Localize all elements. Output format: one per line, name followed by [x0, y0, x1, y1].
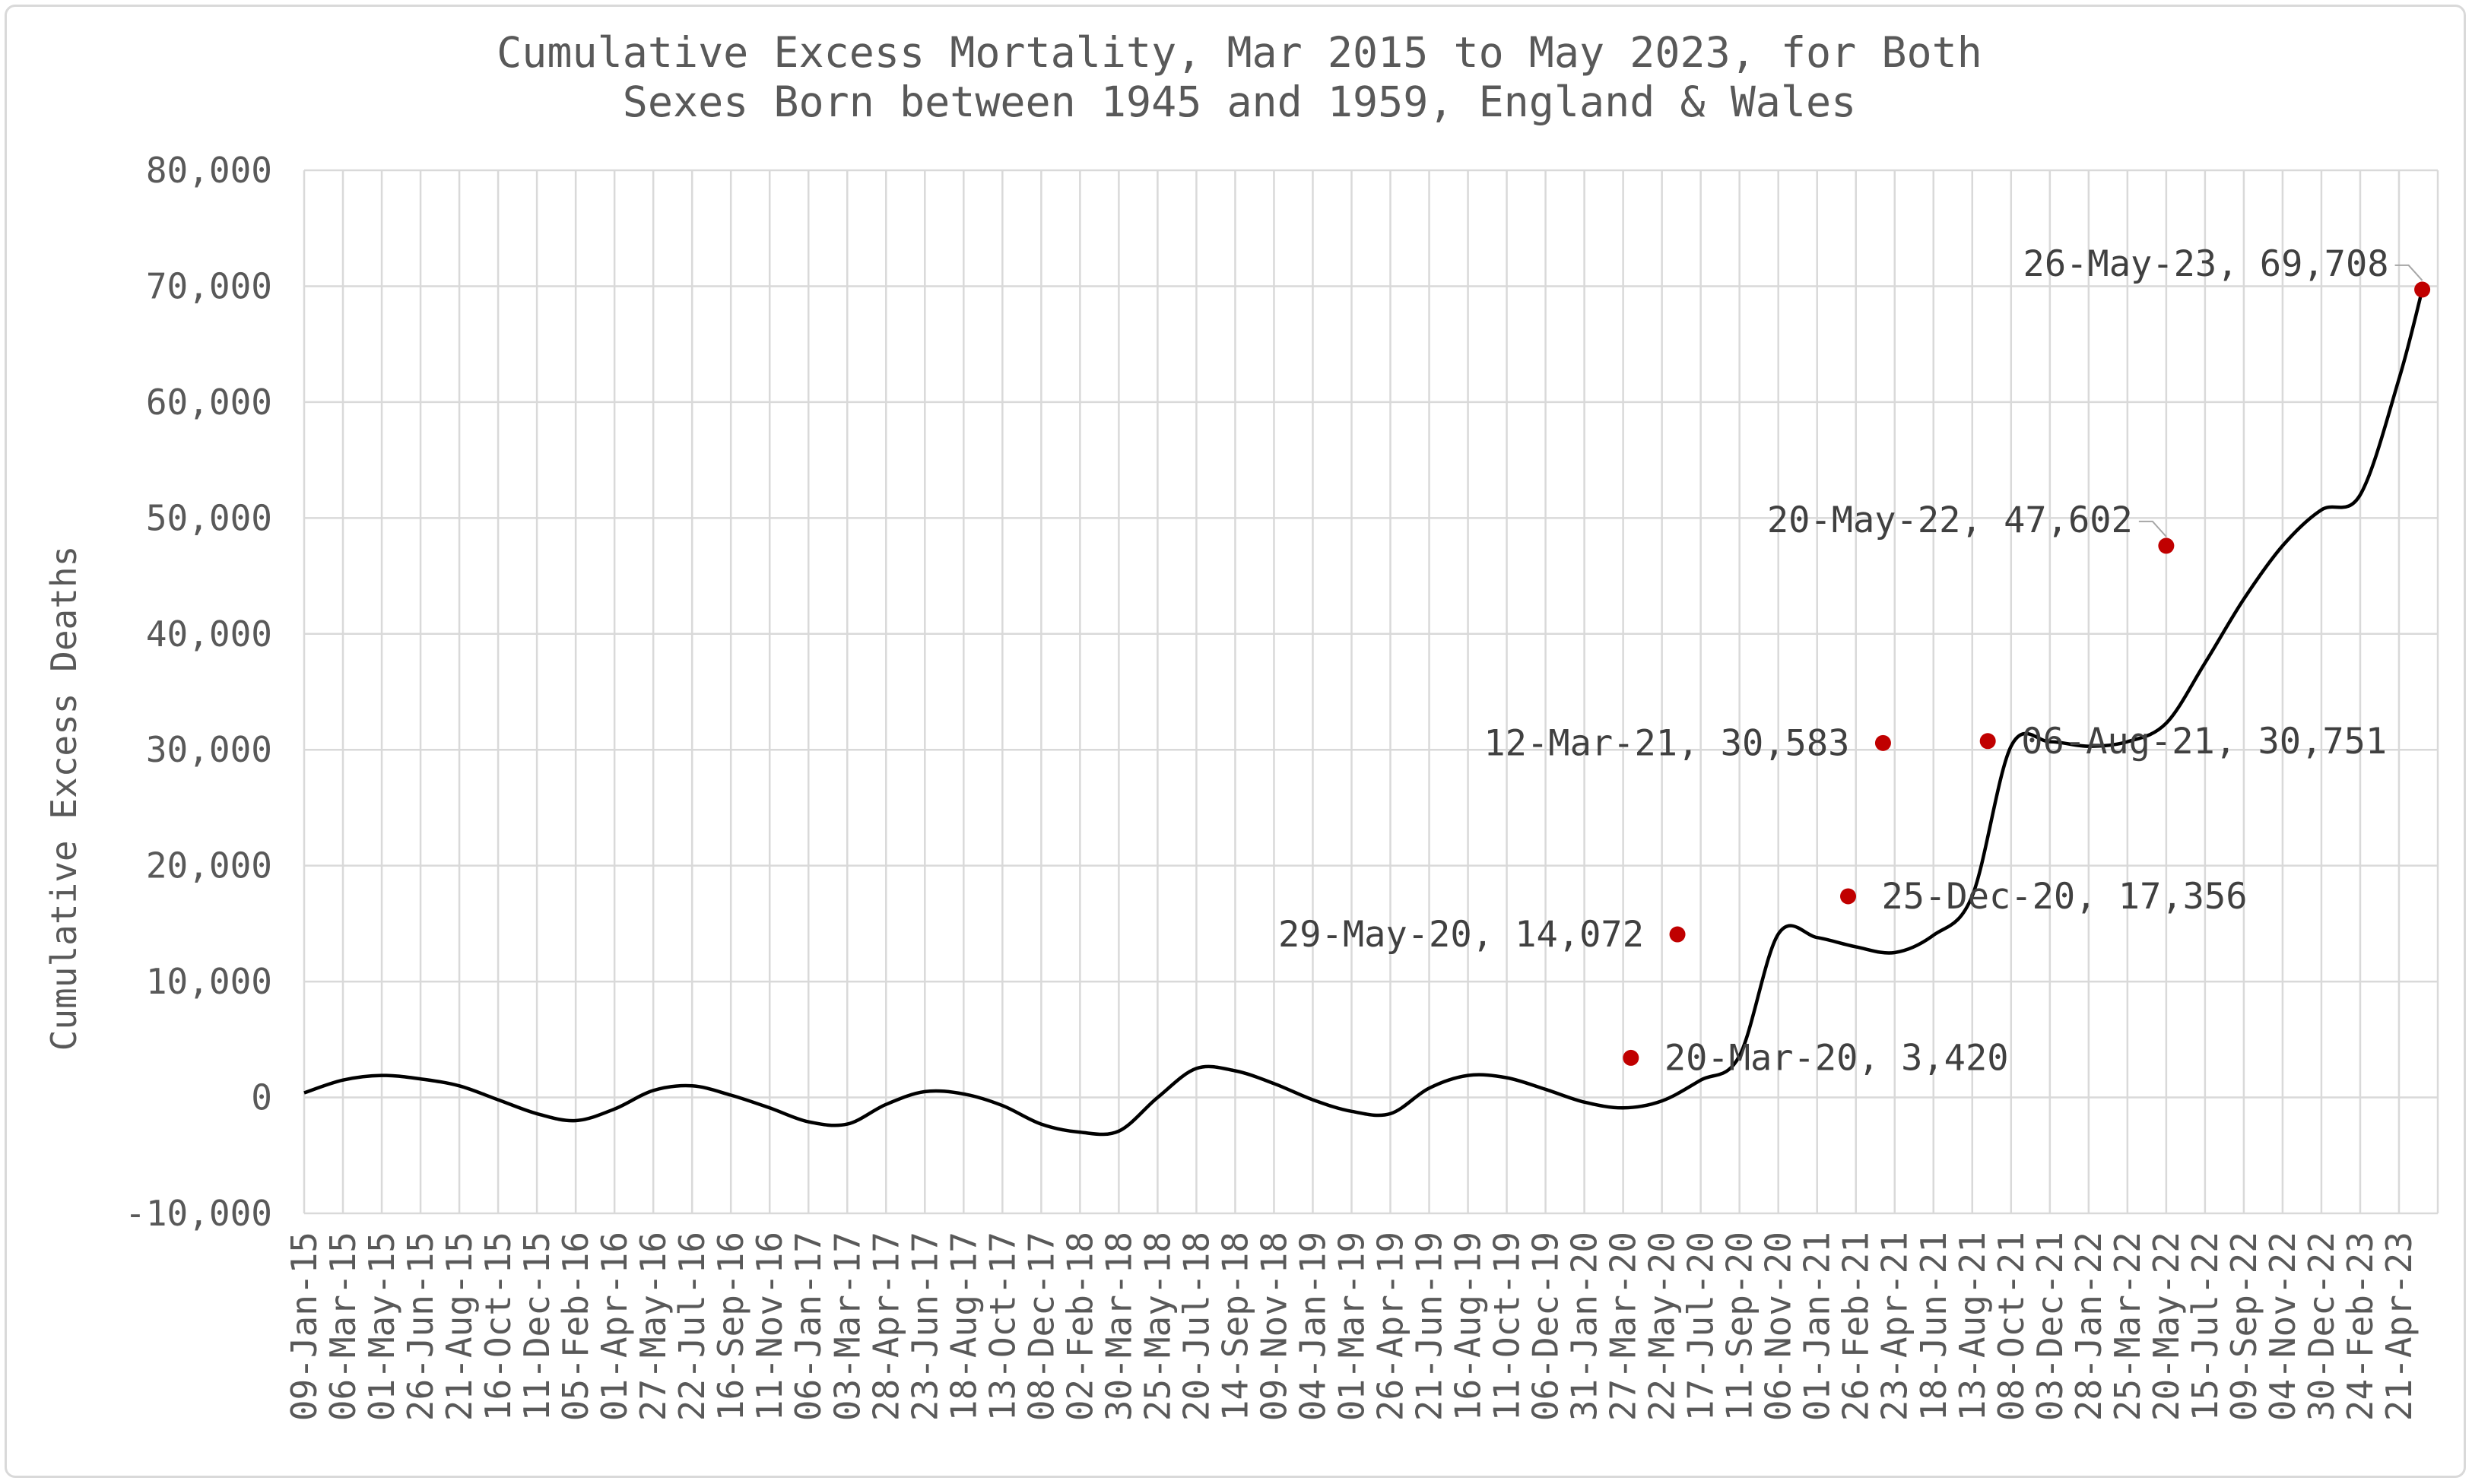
x-tick-label: 03-Mar-17	[827, 1232, 868, 1421]
x-tick-label: 21-Aug-15	[439, 1232, 480, 1421]
annotation-leader	[2138, 520, 2167, 537]
y-tick-label: 50,000	[146, 497, 272, 538]
x-tick-label: 09-Sep-22	[2223, 1232, 2264, 1421]
annotation-label: 26-May-23, 69,708	[2023, 243, 2389, 285]
x-tick-label: 05-Feb-16	[555, 1232, 596, 1421]
x-tick-label: 28-Jan-22	[2068, 1232, 2109, 1421]
y-tick-label: -10,000	[125, 1193, 272, 1234]
x-tick-label: 28-Apr-17	[865, 1232, 906, 1421]
x-tick-label: 11-Oct-19	[1487, 1232, 1528, 1421]
x-tick-label: 31-Jan-20	[1564, 1232, 1605, 1421]
annotation-marker	[1874, 734, 1891, 751]
x-tick-label: 11-Nov-16	[749, 1232, 790, 1421]
gridlines	[303, 169, 2439, 1215]
x-tick-label: 26-Apr-19	[1370, 1232, 1411, 1421]
x-tick-label: 26-Feb-21	[1836, 1232, 1877, 1421]
x-tick-label: 14-Sep-18	[1214, 1232, 1255, 1421]
x-tick-label: 03-Dec-21	[2029, 1232, 2071, 1421]
y-axis-title: Cumulative Excess Deaths	[43, 546, 84, 1051]
annotation-marker	[2414, 281, 2431, 298]
y-tick-label: 80,000	[146, 150, 272, 191]
x-tick-label: 09-Jan-15	[284, 1232, 325, 1421]
x-tick-label: 25-May-18	[1137, 1232, 1178, 1421]
annotation-layer: 20-Mar-20, 3,420 29-May-20, 14,072 25-Dec-…	[1278, 243, 2431, 1079]
x-tick-label: 16-Oct-15	[478, 1232, 519, 1421]
x-tick-label: 17-Jul-20	[1680, 1232, 1722, 1421]
annotation-marker	[1623, 1049, 1639, 1066]
x-tick-label: 16-Sep-16	[710, 1232, 751, 1421]
y-tick-label: 20,000	[146, 845, 272, 886]
x-tick-label: 15-Jul-22	[2185, 1232, 2226, 1421]
x-tick-label: 06-Nov-20	[1758, 1232, 1799, 1421]
x-tick-label: 30-Mar-18	[1098, 1232, 1139, 1421]
x-tick-label: 30-Dec-22	[2301, 1232, 2342, 1421]
x-tick-label: 06-Jan-17	[788, 1232, 829, 1421]
x-tick-label: 20-May-22	[2146, 1232, 2187, 1421]
annotation-label: 06-Aug-21, 30,751	[2021, 721, 2387, 763]
x-tick-label: 26-Jun-15	[400, 1232, 441, 1421]
chart-title-line-2: Sexes Born between 1945 and 1959, Englan…	[623, 78, 1857, 126]
annotation-marker	[1669, 926, 1686, 943]
annotation-marker	[1840, 888, 1857, 905]
x-tick-label: 18-Aug-17	[943, 1232, 984, 1421]
x-tick-label: 06-Mar-15	[322, 1232, 363, 1421]
series-layer	[303, 289, 2424, 1137]
x-tick-label: 08-Oct-21	[1991, 1232, 2032, 1421]
x-tick-label: 01-Jan-21	[1797, 1232, 1838, 1421]
annotation-label: 20-May-22, 47,602	[1767, 499, 2133, 541]
x-tick-label: 21-Jun-19	[1409, 1232, 1450, 1421]
x-tick-label: 23-Apr-21	[1874, 1232, 1915, 1421]
x-tick-label: 22-Jul-16	[671, 1232, 712, 1421]
x-tick-label: 04-Jan-19	[1292, 1232, 1333, 1421]
y-tick-label: 40,000	[146, 614, 272, 655]
x-tick-label: 20-Jul-18	[1176, 1232, 1217, 1421]
annotation-label: 20-Mar-20, 3,420	[1664, 1037, 2009, 1079]
y-tick-label: 60,000	[146, 382, 272, 423]
x-tick-label: 06-Dec-19	[1525, 1232, 1566, 1421]
y-tick-label: 70,000	[146, 265, 272, 306]
x-tick-label: 11-Dec-15	[516, 1232, 557, 1421]
x-tick-label: 08-Dec-17	[1020, 1232, 1061, 1421]
chart-title-line-1: Cumulative Excess Mortality, Mar 2015 to…	[497, 28, 1982, 77]
x-tick-label: 27-Mar-20	[1603, 1232, 1644, 1421]
x-tick-label: 24-Feb-23	[2340, 1232, 2381, 1421]
y-axis-ticks: -10,000 0 10,000 20,000 30,000 40,000 50,000 60…	[125, 150, 272, 1234]
x-tick-label: 04-Nov-22	[2262, 1232, 2303, 1421]
annotation-label: 12-Mar-21, 30,583	[1484, 722, 1849, 764]
x-tick-label: 01-May-15	[361, 1232, 402, 1421]
x-tick-label: 09-Nov-18	[1253, 1232, 1294, 1421]
annotation-marker	[2158, 537, 2175, 554]
x-tick-label: 18-Jun-21	[1913, 1232, 1954, 1421]
x-tick-label: 25-Mar-22	[2107, 1232, 2148, 1421]
x-axis-ticks: 09-Jan-1506-Mar-1501-May-1526-Jun-1521-A…	[284, 1232, 2420, 1421]
y-tick-label: 0	[251, 1077, 272, 1118]
x-tick-label: 13-Aug-21	[1952, 1232, 1993, 1421]
x-tick-label: 02-Feb-18	[1059, 1232, 1100, 1421]
y-tick-label: 10,000	[146, 961, 272, 1002]
x-tick-label: 01-Mar-19	[1331, 1232, 1372, 1421]
annotation-leader	[2394, 264, 2423, 281]
x-tick-label: 22-May-20	[1642, 1232, 1683, 1421]
y-tick-label: 30,000	[146, 729, 272, 770]
x-tick-label: 11-Sep-20	[1719, 1232, 1760, 1421]
series-line	[303, 289, 2424, 1137]
x-tick-label: 21-Apr-23	[2378, 1232, 2420, 1421]
x-tick-label: 27-May-16	[633, 1232, 674, 1421]
annotation-label: 29-May-20, 14,072	[1278, 914, 1644, 956]
annotation-marker	[1979, 733, 1996, 750]
annotation-label: 25-Dec-20, 17,356	[1882, 876, 2248, 918]
x-tick-label: 13-Oct-17	[982, 1232, 1023, 1421]
x-tick-label: 23-Jun-17	[904, 1232, 945, 1421]
x-tick-label: 01-Apr-16	[594, 1232, 635, 1421]
x-tick-label: 16-Aug-19	[1448, 1232, 1489, 1421]
